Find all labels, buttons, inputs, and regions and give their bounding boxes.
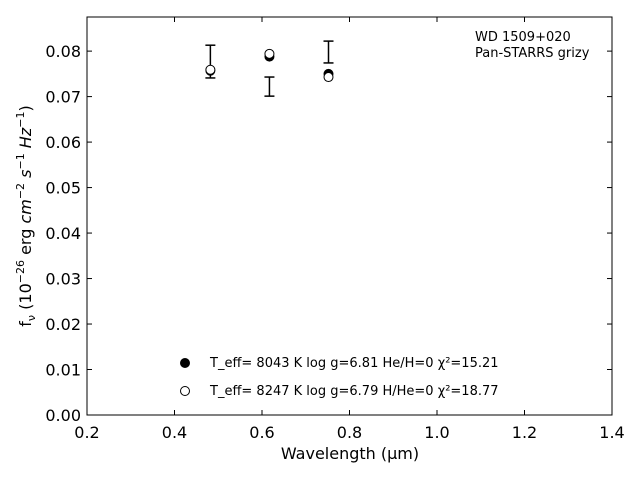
legend-marker-open — [180, 386, 190, 396]
x-tick-label: 0.4 — [162, 423, 187, 442]
annotation-object: WD 1509+020 — [475, 30, 571, 45]
legend-entry-1: T_eff= 8043 K log g=6.81 He/H=0 χ²=15.21 — [209, 356, 499, 371]
model-point-open — [205, 64, 216, 75]
error-bar — [264, 76, 275, 97]
y-tick-label: 0.05 — [45, 179, 81, 198]
y-tick-label: 0.08 — [45, 42, 81, 61]
y-tick-label: 0.04 — [45, 224, 81, 243]
legend-marker-filled — [180, 358, 190, 368]
y-tick-label: 0.07 — [45, 88, 81, 107]
x-tick-label: 0.8 — [337, 423, 362, 442]
error-bar — [323, 40, 334, 64]
model-point-open — [323, 72, 334, 83]
y-tick-label: 0.00 — [45, 406, 81, 425]
x-tick-label: 0.2 — [74, 423, 99, 442]
x-axis-label: Wavelength (μm) — [281, 444, 419, 463]
y-tick-label: 0.02 — [45, 315, 81, 334]
model-point-open — [264, 48, 275, 59]
y-tick-label: 0.06 — [45, 133, 81, 152]
legend-entry-2: T_eff= 8247 K log g=6.79 H/He=0 χ²=18.77 — [209, 384, 499, 399]
x-tick-label: 1.0 — [424, 423, 449, 442]
y-tick-label: 0.03 — [45, 270, 81, 289]
y-tick-label: 0.01 — [45, 361, 81, 380]
x-tick-label: 1.2 — [512, 423, 537, 442]
annotation-survey: Pan-STARRS grizy — [475, 46, 590, 61]
legend: T_eff= 8043 K log g=6.81 He/H=0 χ²=15.21… — [180, 356, 499, 399]
y-axis-label: fν (10−26 erg cm−2 s−1 Hz−1) — [14, 105, 38, 326]
x-tick-label: 1.4 — [599, 423, 624, 442]
x-tick-label: 0.6 — [249, 423, 274, 442]
